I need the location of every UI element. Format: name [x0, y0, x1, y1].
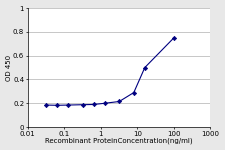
Y-axis label: OD 450: OD 450: [6, 54, 11, 81]
X-axis label: Recombinant ProteinConcentration(ng/ml): Recombinant ProteinConcentration(ng/ml): [45, 138, 193, 144]
